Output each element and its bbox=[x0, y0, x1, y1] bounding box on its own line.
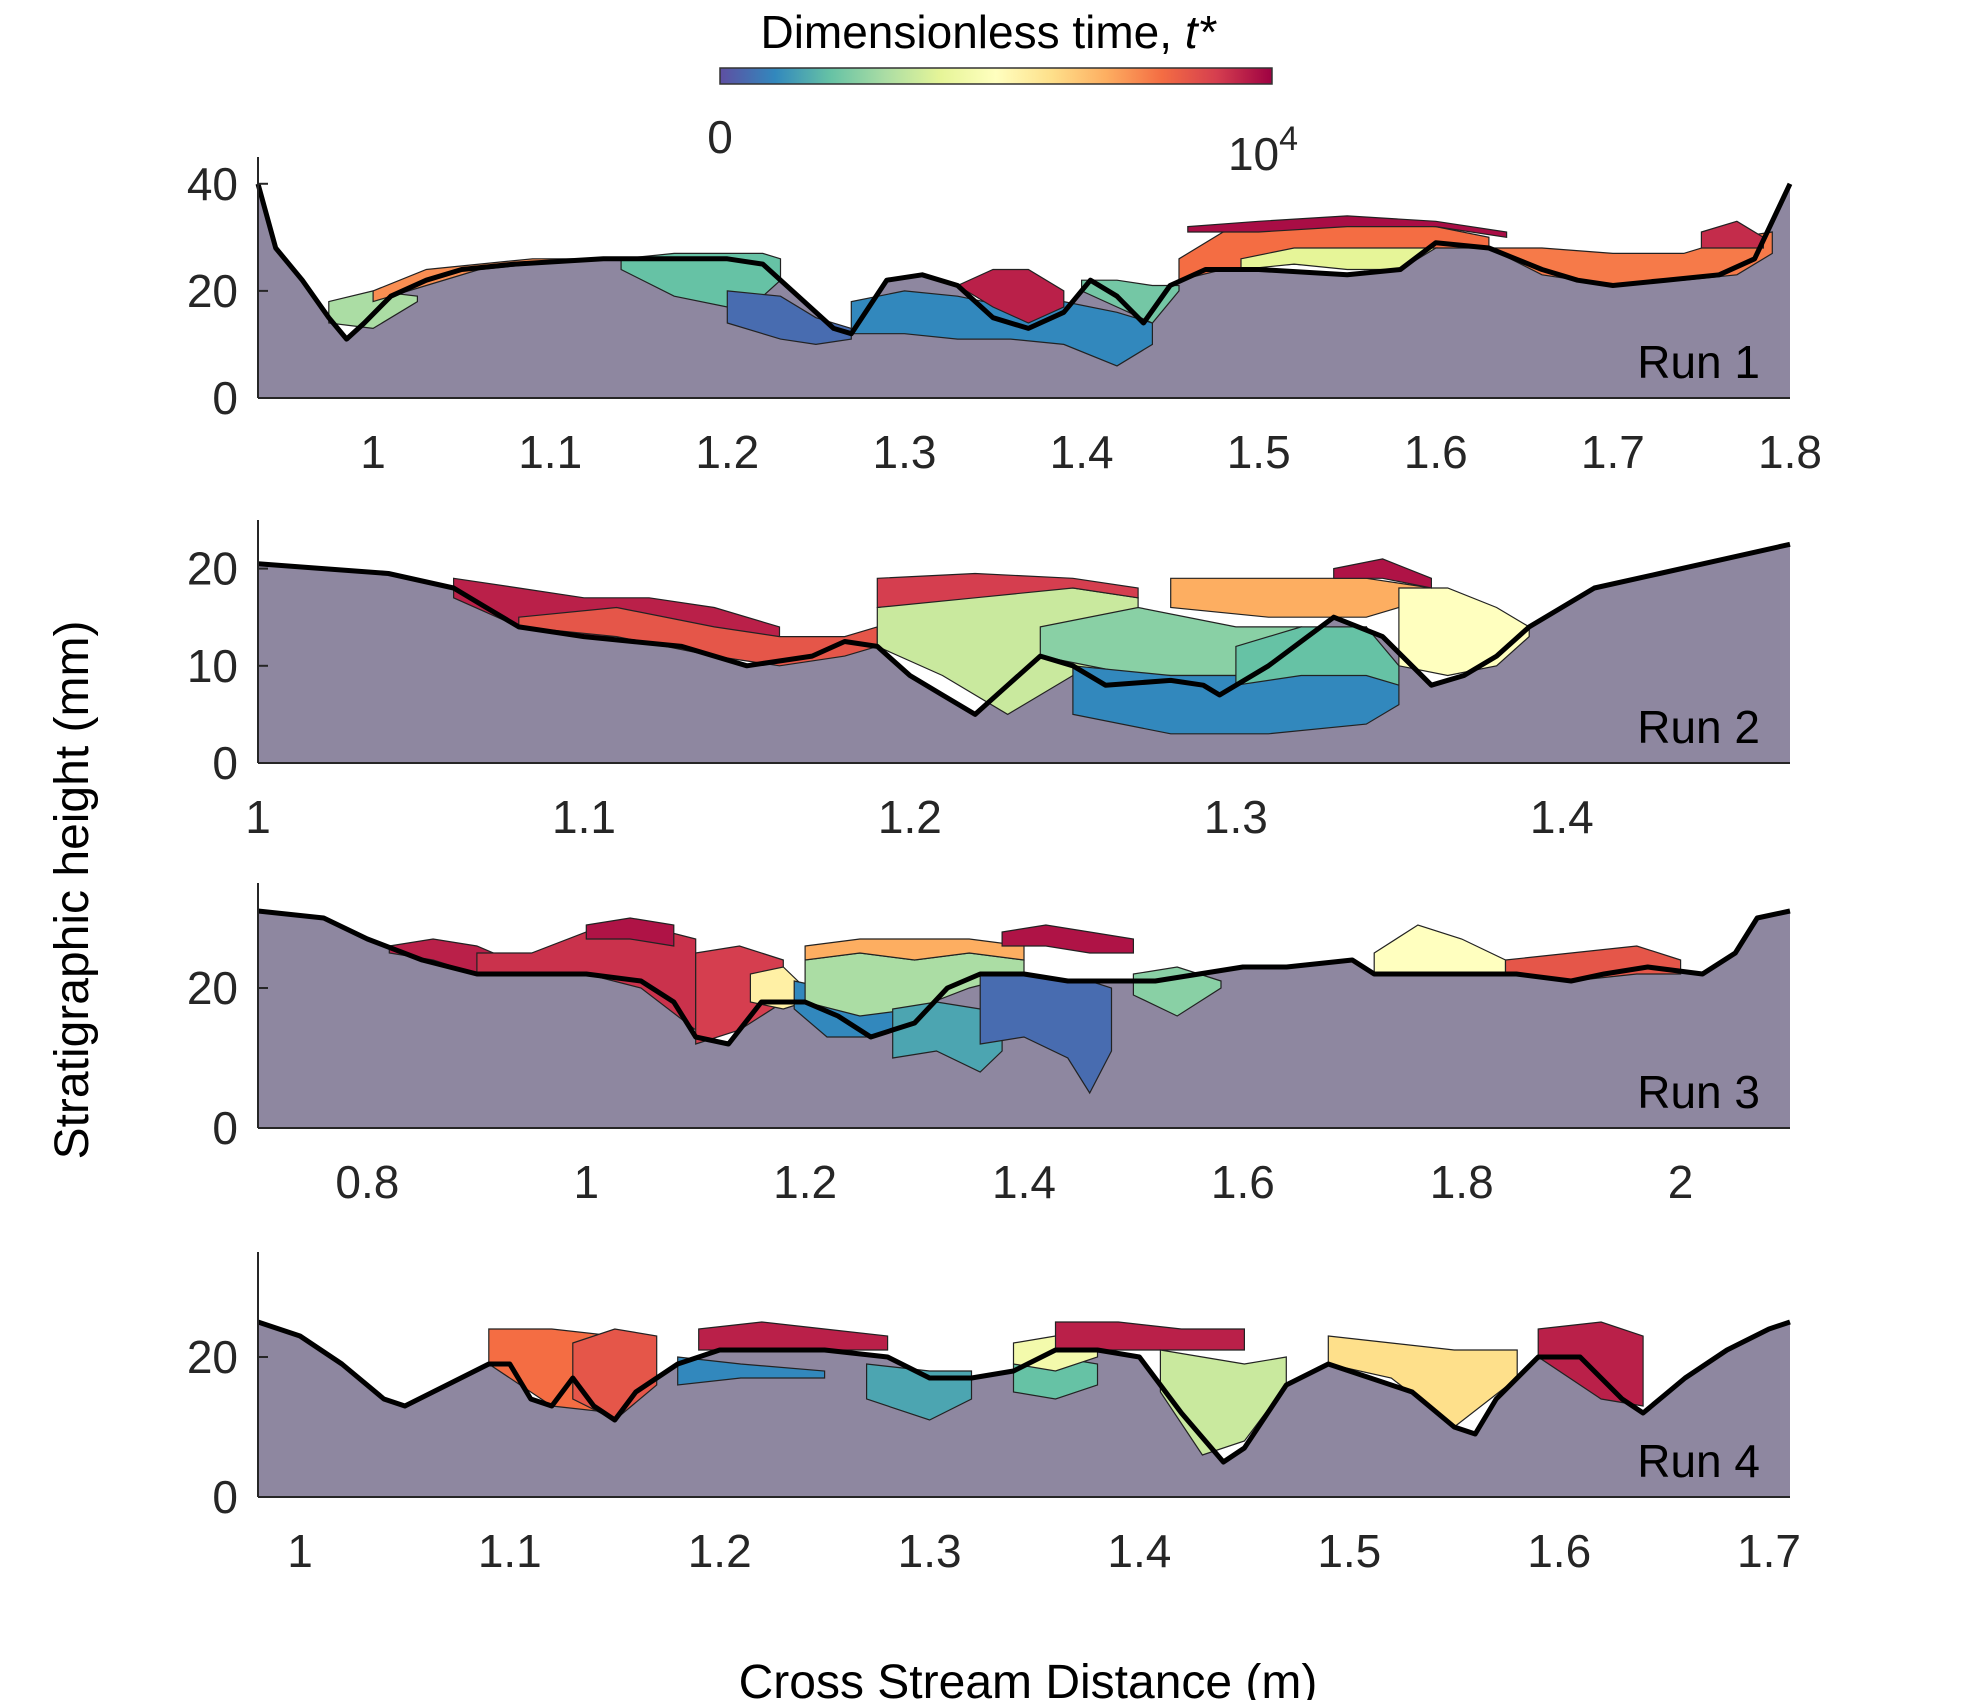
panel-run-2: 1 1.1 1.2 1.3 1.4 0 10 20 Run 2 bbox=[187, 520, 1791, 843]
y-tick-label: 10 bbox=[187, 640, 238, 692]
run-label: Run 4 bbox=[1637, 1435, 1760, 1487]
x-tick-label: 1.7 bbox=[1581, 426, 1645, 478]
basement-fill bbox=[258, 1322, 1790, 1497]
x-tick-label: 1.5 bbox=[1227, 426, 1291, 478]
x-tick-label: 0.8 bbox=[335, 1156, 399, 1208]
x-tick-label: 1 bbox=[245, 791, 271, 843]
deposit-layer bbox=[1054, 1321, 1245, 1351]
basement-fill bbox=[258, 183, 1790, 398]
deposit-layer bbox=[698, 1321, 889, 1351]
deposit-layer bbox=[1700, 220, 1764, 249]
run-label: Run 3 bbox=[1637, 1066, 1760, 1118]
x-tick-label: 1.8 bbox=[1758, 426, 1822, 478]
colorbar-max-exp: 4 bbox=[1279, 120, 1298, 158]
x-tick-label: 1.6 bbox=[1211, 1156, 1275, 1208]
deposit-layer bbox=[1333, 558, 1432, 589]
x-tick-label: 1.4 bbox=[1107, 1525, 1171, 1577]
colorbar-title-text: Dimensionless time, bbox=[760, 6, 1184, 58]
deposit-layer bbox=[585, 917, 675, 947]
x-tick-label: 1.2 bbox=[695, 426, 759, 478]
deposit-layer bbox=[1001, 924, 1134, 954]
colorbar: Dimensionless time, t* 0 104 bbox=[707, 6, 1298, 180]
x-tick-label: 1.3 bbox=[873, 426, 937, 478]
x-tick-label: 1.1 bbox=[518, 426, 582, 478]
final-surface-line bbox=[255, 182, 1793, 342]
colorbar-title: Dimensionless time, t* bbox=[760, 6, 1217, 58]
x-axis-title: Cross Stream Distance (m) bbox=[739, 1656, 1318, 1700]
y-axis-title: Stratigraphic height (mm) bbox=[46, 621, 99, 1160]
x-tick-label: 1 bbox=[287, 1525, 313, 1577]
x-tick-label: 1.1 bbox=[552, 791, 616, 843]
colorbar-title-var: t* bbox=[1185, 6, 1218, 58]
y-tick-label: 0 bbox=[212, 1102, 238, 1154]
y-tick-label: 20 bbox=[187, 962, 238, 1014]
x-tick-label: 1.7 bbox=[1737, 1525, 1801, 1577]
y-tick-label: 20 bbox=[187, 1331, 238, 1383]
x-tick-label: 1.6 bbox=[1404, 426, 1468, 478]
deposit-layer bbox=[572, 1328, 658, 1421]
y-tick-label: 20 bbox=[187, 543, 238, 595]
x-tick-label: 1.5 bbox=[1317, 1525, 1381, 1577]
x-tick-label: 1 bbox=[574, 1156, 600, 1208]
x-tick-label: 1.2 bbox=[688, 1525, 752, 1577]
deposit-layer bbox=[804, 938, 1025, 961]
y-tick-label: 40 bbox=[187, 158, 238, 210]
x-tick-label: 1.1 bbox=[478, 1525, 542, 1577]
x-tick-label: 1.8 bbox=[1430, 1156, 1494, 1208]
run-label: Run 2 bbox=[1637, 701, 1760, 753]
deposit-layer bbox=[876, 572, 1139, 609]
final-surface-line bbox=[257, 908, 1791, 1047]
basement-fill bbox=[258, 544, 1790, 763]
deposit-layer bbox=[1373, 924, 1507, 975]
y-tick-label: 0 bbox=[212, 737, 238, 789]
deposit-layer bbox=[726, 290, 852, 346]
deposit-layer bbox=[1170, 577, 1432, 618]
x-tick-label: 1.3 bbox=[1204, 791, 1268, 843]
deposit-layer bbox=[677, 1356, 826, 1386]
x-tick-label: 1 bbox=[360, 426, 386, 478]
x-tick-label: 1.3 bbox=[898, 1525, 962, 1577]
final-surface-line bbox=[257, 541, 1791, 717]
deposit-layer bbox=[956, 268, 1065, 324]
x-tick-label: 2 bbox=[1668, 1156, 1694, 1208]
colorbar-min-label: 0 bbox=[707, 111, 733, 163]
panel-run-4: 1 1.1 1.2 1.3 1.4 1.5 1.6 1.7 0 20 Run 4 bbox=[187, 1252, 1801, 1577]
y-tick-label: 20 bbox=[187, 265, 238, 317]
x-tick-label: 1.4 bbox=[1530, 791, 1594, 843]
x-tick-label: 1.6 bbox=[1527, 1525, 1591, 1577]
y-tick-label: 0 bbox=[212, 372, 238, 424]
x-tick-label: 1.2 bbox=[878, 791, 942, 843]
final-surface-line bbox=[257, 1319, 1791, 1465]
run-label: Run 1 bbox=[1637, 336, 1760, 388]
colorbar-max-label: 104 bbox=[1228, 120, 1298, 180]
x-tick-label: 1.4 bbox=[992, 1156, 1056, 1208]
deposit-layer bbox=[1187, 215, 1508, 238]
colorbar-max-base: 10 bbox=[1228, 128, 1279, 180]
panel-run-1: 1 1.1 1.2 1.3 1.4 1.5 1.6 1.7 1.8 0 20 40 Run 1 bbox=[187, 157, 1822, 478]
colorbar-gradient bbox=[719, 67, 1273, 85]
x-tick-label: 1.2 bbox=[773, 1156, 837, 1208]
x-tick-label: 1.4 bbox=[1050, 426, 1114, 478]
y-tick-label: 0 bbox=[212, 1471, 238, 1523]
